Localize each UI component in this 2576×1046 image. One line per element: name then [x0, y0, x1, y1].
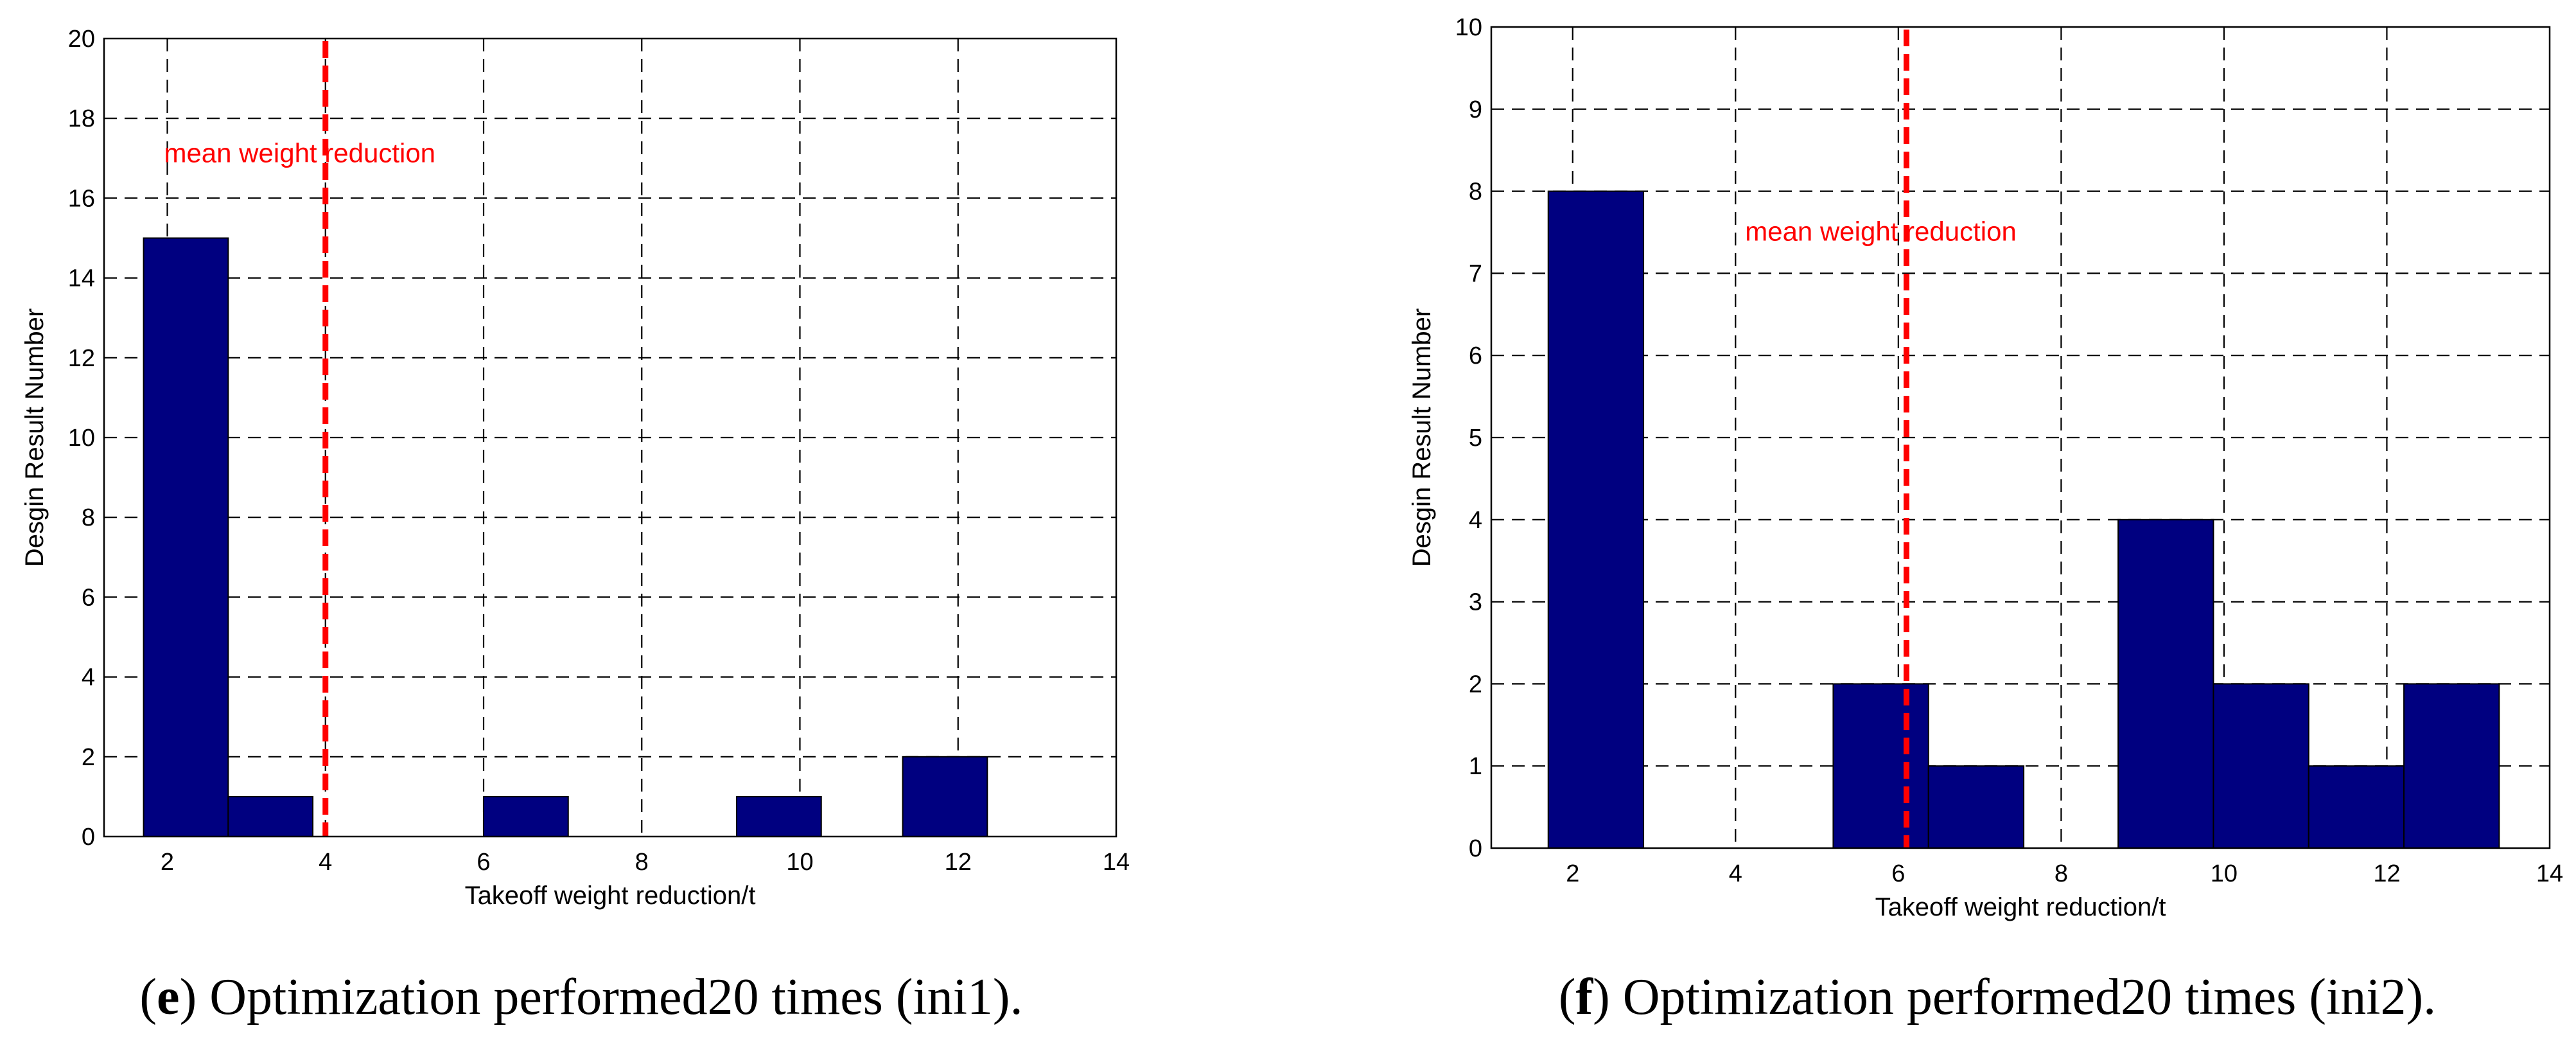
y-tick-label: 18	[68, 105, 95, 132]
x-tick-label: 8	[2055, 860, 2068, 887]
y-tick-label: 16	[68, 185, 95, 212]
histogram-bar	[1927, 765, 2025, 849]
histogram-bar	[736, 795, 822, 838]
histogram-bar	[1547, 190, 1645, 849]
x-tick-label: 6	[1891, 860, 1905, 887]
x-axis-label: Takeoff weight reduction/t	[1875, 893, 2166, 921]
y-tick-label: 9	[1469, 96, 1482, 123]
y-tick-label: 7	[1469, 260, 1482, 287]
caption-text: ) Optimization performed20 times (ini2).	[1593, 969, 2436, 1025]
caption-letter: f	[1575, 969, 1593, 1025]
y-tick-label: 4	[82, 664, 95, 691]
plot-frame	[1490, 26, 2551, 849]
mean-weight-reduction-label: mean weight reduction	[164, 138, 435, 168]
y-axis-label: Desgin Result Number	[1408, 308, 1436, 567]
histogram-bar	[143, 237, 229, 837]
y-tick-label: 0	[82, 824, 95, 851]
y-tick-label: 1	[1469, 753, 1482, 780]
y-tick-label: 14	[68, 265, 95, 292]
mean-weight-reduction-label: mean weight reduction	[1745, 216, 2017, 246]
y-tick-label: 6	[82, 584, 95, 611]
histogram-bar	[227, 795, 314, 838]
y-tick-label: 20	[68, 26, 95, 53]
y-tick-label: 10	[1455, 14, 1482, 41]
x-tick-label: 2	[161, 849, 174, 876]
x-tick-label: 14	[1103, 849, 1130, 876]
x-tick-label: 4	[1729, 860, 1742, 887]
plot-frame	[103, 37, 1117, 838]
x-tick-label: 8	[635, 849, 649, 876]
histogram-bar	[2308, 765, 2405, 849]
y-tick-label: 10	[68, 425, 95, 452]
x-tick-label: 2	[1566, 860, 1579, 887]
histogram-bar	[2403, 683, 2500, 849]
y-tick-label: 4	[1469, 507, 1482, 534]
y-tick-label: 12	[68, 345, 95, 372]
y-tick-label: 2	[1469, 671, 1482, 698]
caption-text: ) Optimization performed20 times (ini1).	[180, 969, 1023, 1025]
y-tick-label: 5	[1469, 425, 1482, 452]
x-tick-label: 14	[2536, 860, 2563, 887]
caption-f: (f) Optimization performed20 times (ini2…	[1559, 969, 2436, 1025]
caption-letter: e	[157, 969, 180, 1025]
histogram-bar	[1832, 683, 1929, 849]
y-tick-label: 8	[1469, 179, 1482, 206]
y-tick-label: 8	[82, 504, 95, 531]
histogram-bar	[2212, 683, 2309, 849]
caption-open: (	[1559, 969, 1576, 1025]
bars	[1547, 190, 2500, 849]
y-tick-label: 2	[82, 744, 95, 771]
x-tick-label: 12	[945, 849, 972, 876]
caption-open: (	[139, 969, 157, 1025]
y-tick-label: 3	[1469, 589, 1482, 616]
histogram-bar	[2117, 519, 2214, 849]
x-axis-label: Takeoff weight reduction/t	[465, 882, 756, 910]
histogram-bar	[483, 795, 569, 838]
y-tick-label: 6	[1469, 342, 1482, 369]
chart-panel-e: 2 4 6 8 10 12 14 0 2 4 6 8 10 12 14 16 18 20 Takeoff weig…	[21, 26, 1130, 1025]
x-tick-label: 10	[2211, 860, 2238, 887]
caption-e: (e) Optimization performed20 times (ini1…	[139, 969, 1022, 1025]
x-tick-label: 10	[786, 849, 813, 876]
x-tick-label: 6	[477, 849, 490, 876]
y-tick-label: 0	[1469, 835, 1482, 862]
x-tick-label: 12	[2373, 860, 2400, 887]
y-axis-label: Desgin Result Number	[21, 308, 49, 567]
histogram-bar	[902, 756, 988, 838]
x-tick-label: 4	[319, 849, 332, 876]
gridlines	[1491, 27, 2550, 848]
bars	[143, 237, 988, 838]
tick-labels: 2 4 6 8 10 12 14 0 2 4 6 8 10 12 14 16 18 20	[68, 26, 1130, 876]
